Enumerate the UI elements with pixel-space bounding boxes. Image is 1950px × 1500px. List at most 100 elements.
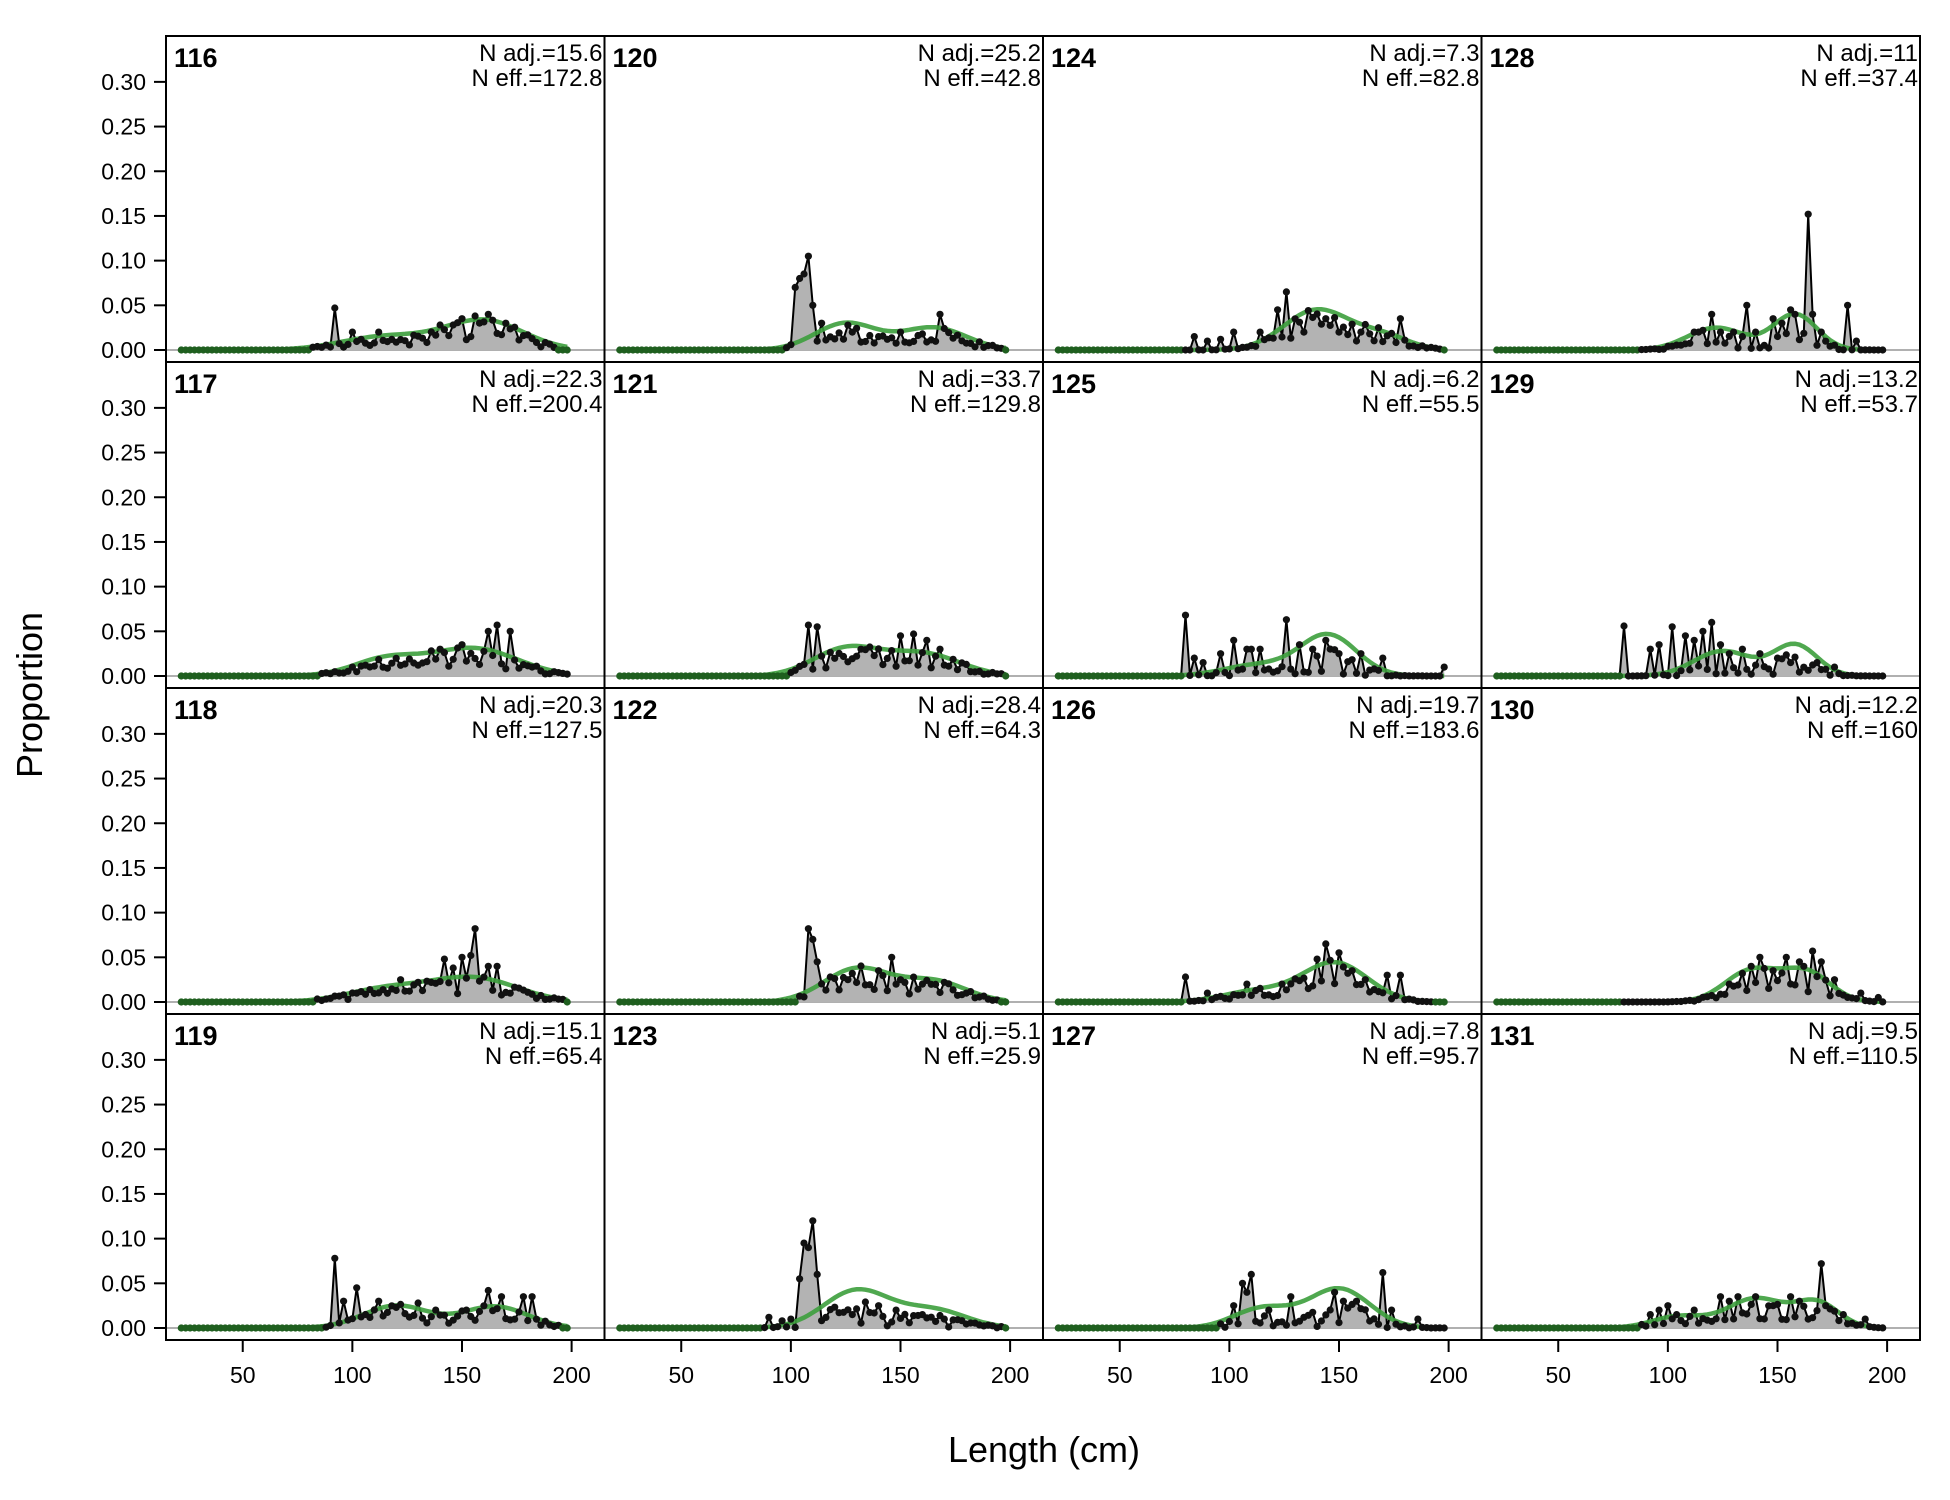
observed-point <box>861 337 870 346</box>
observed-point <box>1787 1293 1795 1301</box>
observed-point <box>480 318 488 326</box>
observed-point <box>1778 319 1786 327</box>
y-tick-label: 0.05 <box>101 1270 146 1296</box>
observed-point <box>519 1293 528 1301</box>
observed-point <box>1752 328 1760 336</box>
observed-point <box>1765 665 1773 673</box>
observed-point <box>822 1313 830 1321</box>
observed-point <box>1879 1324 1887 1332</box>
observed-point <box>1436 672 1444 680</box>
observed-point <box>331 304 339 312</box>
observed-point <box>1646 645 1654 653</box>
y-tick-label: 0.20 <box>101 810 146 836</box>
observed-point <box>1300 328 1308 336</box>
observed-point <box>515 336 523 344</box>
observed-point <box>1383 1323 1391 1332</box>
observed-point <box>1695 1319 1703 1327</box>
observed-point <box>853 652 861 660</box>
y-tick-label: 0.00 <box>101 989 146 1015</box>
observed-point <box>1383 971 1391 979</box>
observed-point <box>967 988 975 996</box>
n-adj-label: N adj.=7.8 <box>1369 1018 1479 1045</box>
y-tick-label: 0.00 <box>101 337 146 363</box>
observed-point <box>1730 1315 1738 1323</box>
observed-point <box>497 660 506 668</box>
observed-point <box>445 979 453 987</box>
y-tick-label: 0.20 <box>101 484 146 510</box>
observed-point <box>405 341 413 349</box>
observed-point <box>528 1293 536 1301</box>
observed-point <box>1756 650 1764 658</box>
observed-point <box>945 662 953 670</box>
observed-point <box>1769 315 1777 323</box>
observed-point <box>423 338 431 347</box>
observed-point <box>1238 1279 1247 1287</box>
observed-point <box>432 331 440 339</box>
observed-point <box>1357 650 1365 658</box>
observed-point <box>440 955 448 963</box>
observed-point <box>1795 1297 1803 1305</box>
observed-point <box>1287 334 1295 342</box>
observed-point <box>1256 328 1264 336</box>
observed-point <box>489 316 497 324</box>
observed-point <box>340 991 348 999</box>
observed-point <box>1252 342 1260 350</box>
observed-point <box>1681 1320 1689 1328</box>
observed-point <box>1686 339 1694 347</box>
n-adj-label: N adj.=33.7 <box>918 366 1041 393</box>
observed-point <box>936 988 944 997</box>
observed-point <box>1304 668 1312 676</box>
observed-point <box>932 337 940 345</box>
observed-point <box>1313 652 1321 660</box>
observed-point <box>454 990 462 998</box>
panel-id-label: 122 <box>613 695 658 725</box>
observed-point <box>949 986 957 994</box>
observed-point <box>497 331 506 339</box>
observed-area <box>181 928 568 1002</box>
n-adj-label: N adj.=25.2 <box>918 40 1041 67</box>
observed-point <box>848 969 856 978</box>
observed-area <box>619 928 1006 1002</box>
y-tick-label: 0.10 <box>101 1226 146 1252</box>
observed-point <box>1822 665 1830 673</box>
observed-point <box>1822 337 1830 345</box>
observed-point <box>1773 977 1782 985</box>
observed-point <box>1374 1320 1383 1328</box>
n-eff-label: N eff.=37.4 <box>1800 65 1918 92</box>
observed-point <box>1857 1321 1865 1329</box>
y-tick-label: 0.00 <box>101 663 146 689</box>
observed-point <box>1809 947 1817 955</box>
observed-point <box>831 654 839 662</box>
observed-point <box>1309 982 1317 990</box>
observed-point <box>510 1315 519 1323</box>
observed-point <box>1817 958 1825 966</box>
n-eff-label: N eff.=200.4 <box>472 391 603 418</box>
observed-point <box>375 655 383 664</box>
n-adj-label: N adj.=19.7 <box>1356 692 1479 719</box>
observed-point <box>471 312 479 320</box>
observed-point <box>1857 989 1865 997</box>
observed-point <box>910 973 918 981</box>
observed-point <box>857 1319 865 1327</box>
n-eff-label: N eff.=25.9 <box>923 1043 1041 1070</box>
panel-id-label: 126 <box>1051 695 1096 725</box>
observed-point <box>1348 320 1356 328</box>
observed-point <box>1379 989 1387 997</box>
observed-area <box>1496 622 1883 676</box>
observed-point <box>423 1319 431 1327</box>
panel-grid: 116 N adj.=15.6N eff.=172.8 117 N adj.=22.3… <box>165 35 1921 1341</box>
observed-point <box>1331 1288 1339 1296</box>
observed-point <box>844 1306 852 1314</box>
n-eff-label: N eff.=110.5 <box>1789 1043 1918 1070</box>
observed-point <box>370 662 378 670</box>
observed-point <box>813 1270 821 1278</box>
observed-point <box>796 274 804 283</box>
observed-point <box>418 334 427 342</box>
observed-line <box>1496 214 1883 354</box>
observed-area <box>1058 615 1445 676</box>
observed-point <box>383 664 391 672</box>
observed-point <box>1221 1323 1229 1331</box>
observed-point <box>432 655 440 663</box>
observed-point <box>1388 329 1396 337</box>
observed-point <box>1409 1323 1418 1331</box>
